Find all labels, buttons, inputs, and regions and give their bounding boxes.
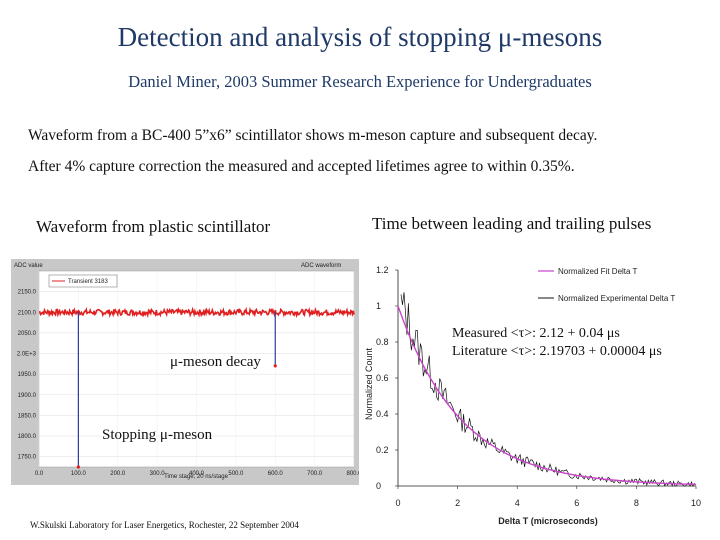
description-line-2: After 4% capture correction the measured… [28,158,575,175]
legend-exp-label: Normalized Experimental Delta T [558,294,675,303]
chart-header-left: ADC value [14,263,43,269]
stopping-annotation: Stopping μ-meson [102,427,213,443]
waveform-chart: ADC value ADC waveform 2150.0 2100.0 2050.… [11,259,359,485]
y-tick-label: 0.2 [376,445,389,455]
credit-line: W.Skulski Laboratory for Laser Energetic… [30,520,299,530]
y-tick-label: 0.6 [376,373,389,383]
x-axis-label: Time stage, 20 ns/stage [164,474,228,480]
time-difference-heading: Time between leading and trailing pulses [372,214,652,233]
x-tick-label: 700.0 [307,471,323,477]
x-tick-label: 600.0 [268,471,284,477]
y-tick-label: 0.8 [376,337,389,347]
legend-fit-label: Normalized Fit Delta T [558,267,638,276]
y-tick-label: 1750.0 [18,455,37,461]
x-tick-label: 500.0 [228,471,244,477]
fit-series [397,305,697,486]
experimental-series [400,292,695,487]
y-tick-label: 0.4 [376,409,389,419]
y-tick-label: 1900.0 [18,393,37,399]
waveform-trace [38,306,355,319]
x-tick-label: 200.0 [110,471,126,477]
x-tick-label: 2 [455,498,460,508]
y-axis-label: Normalized Count [364,347,374,420]
chart-header-right: ADC waveform [301,263,341,269]
measured-lifetime: Measured <τ>: 2.12 + 0.04 μs [452,326,620,341]
y-tick-label: 2150.0 [18,290,37,296]
x-tick-label: 10 [691,498,701,508]
description-line-1: Waveform from a BC-400 5”x6” scintillato… [28,127,598,144]
x-tick-label: 6 [574,498,579,508]
waveform-heading: Waveform from plastic scintillator [36,217,271,236]
x-axis-label: Delta T (microseconds) [498,516,598,526]
pulse-point [273,364,277,368]
page-title: Detection and analysis of stopping μ-mes… [117,22,603,52]
legend-box [48,274,118,288]
x-tick-label: 400.0 [189,471,205,477]
y-tick-label: 2.0E+3 [17,352,37,358]
legend-label: Transient 3183 [68,279,108,285]
x-tick-label: 300.0 [150,471,166,477]
pulse-point [76,465,80,469]
decay-chart: 0 0.2 0.4 0.6 0.8 1 1.2 0 2 4 6 8 10 Normalized Fit … [364,265,701,526]
literature-lifetime: Literature <τ>: 2.19703 + 0.00004 μs [452,344,662,359]
y-tick-label: 1.2 [376,265,389,275]
y-tick-label: 2050.0 [18,331,37,337]
y-tick-label: 1950.0 [18,372,37,378]
y-tick-label: 1800.0 [18,434,37,440]
decay-annotation: μ-meson decay [170,354,261,370]
x-tick-label: 4 [515,498,520,508]
x-tick-label: 8 [634,498,639,508]
y-tick-label: 2100.0 [18,310,37,316]
y-tick-label: 1 [376,301,381,311]
x-tick-label: 0.0 [35,471,44,477]
y-tick-label: 1850.0 [18,413,37,419]
x-tick-label: 100.0 [71,471,87,477]
x-tick-label: 0 [395,498,400,508]
y-tick-label: 0 [376,481,381,491]
page-subtitle: Daniel Miner, 2003 Summer Research Exper… [128,72,592,91]
x-tick-label: 800.0 [346,471,359,477]
